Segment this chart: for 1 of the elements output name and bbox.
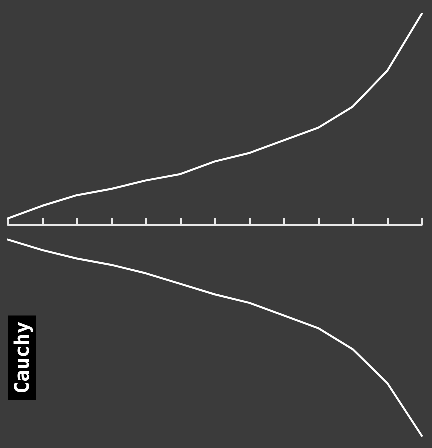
text: Cauchy bbox=[10, 322, 34, 394]
